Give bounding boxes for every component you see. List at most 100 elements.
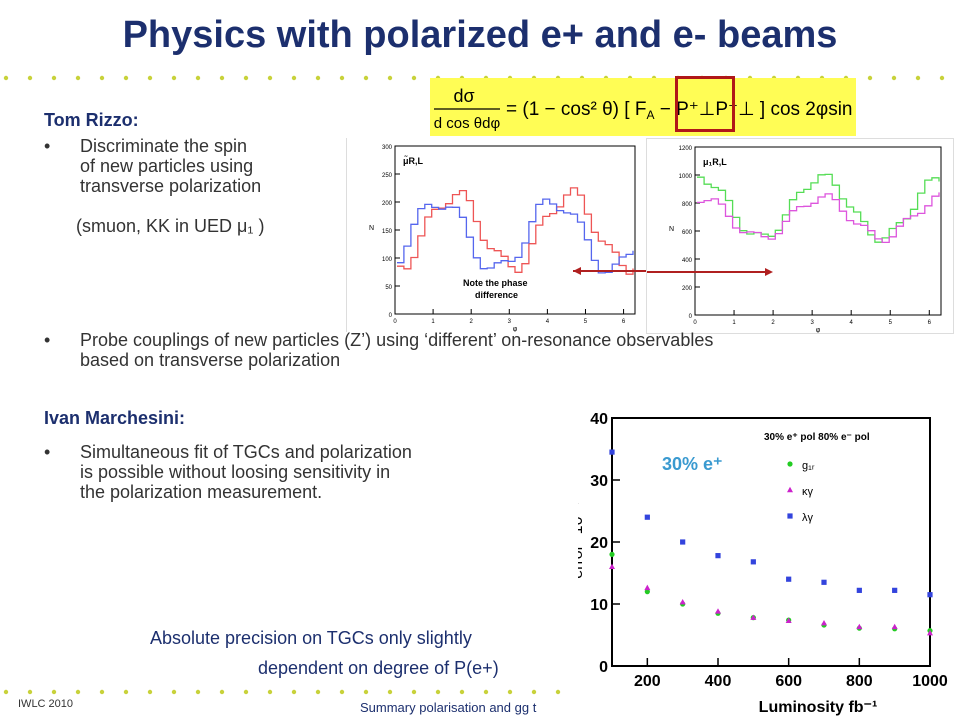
x-axis-label: φ <box>816 327 821 333</box>
histogram-series <box>397 198 634 274</box>
divider-dot <box>267 75 273 81</box>
data-point <box>891 623 898 630</box>
divider-dot <box>243 75 249 81</box>
x-tick-label: 2 <box>771 320 775 326</box>
data-point <box>644 589 650 595</box>
x-tick-label: 800 <box>846 673 873 690</box>
divider-dot <box>387 75 393 81</box>
divider-dot <box>315 75 321 81</box>
tgc-caption-line-2: dependent on degree of P(e+) <box>258 658 499 678</box>
phase-arrowhead <box>573 267 581 275</box>
data-point <box>644 584 651 591</box>
y-tick-label: 150 <box>382 229 393 235</box>
y-tick-label: 200 <box>682 286 693 292</box>
rizzo-heading: Tom Rizzo: <box>44 110 139 130</box>
tgc-caption-line-1: Absolute precision on TGCs only slightly <box>150 628 472 648</box>
y-tick-label: 40 <box>590 411 608 428</box>
divider-dot <box>339 689 345 695</box>
x-axis-label: φ <box>513 326 518 332</box>
data-point <box>679 598 686 605</box>
bullet-marker: • <box>44 136 51 156</box>
tgc-error-chart: 0 10 20 30 40 200 400 600 800 1000 Luminosity fb⁻¹… <box>569 390 950 720</box>
divider-dot <box>339 75 345 81</box>
divider-dot <box>51 689 57 695</box>
divider-dot <box>147 689 153 695</box>
plot-frame <box>394 145 636 315</box>
divider-dot <box>891 75 897 81</box>
y-axis-label: N <box>369 225 374 232</box>
data-point <box>715 608 721 614</box>
legend-title: 30% e⁺ pol 80% e⁻ pol <box>764 432 870 443</box>
divider-dot <box>75 689 81 695</box>
data-point <box>821 579 827 585</box>
plot-label: μ̃R,L <box>403 155 424 166</box>
histogram-series <box>697 173 940 243</box>
y-tick-label: 1200 <box>679 146 693 152</box>
data-point <box>609 551 615 557</box>
y-tick-label: 100 <box>382 257 393 263</box>
data-point <box>750 614 757 620</box>
divider-dot <box>243 689 249 695</box>
legend-entry: λγ <box>802 512 814 524</box>
data-point <box>680 539 686 545</box>
divider-dot <box>195 689 201 695</box>
divider-dot <box>219 75 225 81</box>
data-point <box>927 592 933 598</box>
data-point <box>609 449 615 455</box>
divider-dot <box>555 689 561 695</box>
x-tick-label: 0 <box>393 319 397 325</box>
chart-annotation: 30% e⁺ <box>662 454 723 474</box>
divider-dot <box>459 689 465 695</box>
data-point <box>715 553 721 559</box>
y-tick-label: 250 <box>382 173 393 179</box>
x-tick-label: 4 <box>546 319 550 325</box>
divider-dot <box>75 75 81 81</box>
y-tick-label: 200 <box>382 201 393 207</box>
divider-dot <box>483 689 489 695</box>
slide-title: Physics with polarized e+ and e- beams <box>122 14 838 56</box>
divider-dot <box>363 75 369 81</box>
data-point <box>927 629 933 636</box>
divider-dot <box>171 75 177 81</box>
formula-rhs: = (1 − cos² θ) [ FA − P⁺⊥P⁻⊥ ] cos 2φsin… <box>506 99 856 122</box>
data-point <box>644 514 650 520</box>
data-point <box>856 587 862 593</box>
y-axis-label: error *10⁻⁴ <box>578 501 586 579</box>
phase-annotation: Note the phase <box>463 278 528 288</box>
divider-dot <box>411 689 417 695</box>
divider-dot <box>867 75 873 81</box>
legend-entry: κγ <box>802 486 814 498</box>
divider-dot <box>51 75 57 81</box>
divider-dot <box>195 75 201 81</box>
divider-dot <box>147 75 153 81</box>
legend-marker <box>787 486 793 493</box>
x-tick-label: 3 <box>810 320 814 326</box>
y-tick-label: 30 <box>590 473 608 490</box>
divider-dot <box>3 75 9 81</box>
rizzo-bullet-2: Probe couplings of new particles (Z’) us… <box>80 330 714 370</box>
divider-dot <box>123 75 129 81</box>
cross-section-formula: dσ d cos θdφ = (1 − cos² θ) [ FA − P⁺⊥P⁻… <box>430 76 893 136</box>
histogram-series <box>697 192 940 244</box>
data-point <box>750 559 756 565</box>
y-tick-label: 300 <box>382 145 393 151</box>
x-tick-label: 5 <box>889 320 893 326</box>
divider-dot <box>531 689 537 695</box>
x-tick-label: 6 <box>622 319 626 325</box>
y-tick-label: 1000 <box>679 174 693 180</box>
data-point <box>609 563 615 569</box>
y-axis-label: N <box>669 226 674 233</box>
divider-dot <box>363 689 369 695</box>
divider-dot <box>411 75 417 81</box>
legend-marker <box>787 461 793 467</box>
data-point <box>785 617 792 623</box>
divider-dot <box>267 689 273 695</box>
divider-dot <box>387 689 393 695</box>
x-tick-label: 3 <box>508 319 512 325</box>
y-tick-label: 50 <box>385 285 392 291</box>
x-tick-label: 600 <box>775 673 802 690</box>
data-point <box>892 587 898 593</box>
x-tick-label: 400 <box>705 673 732 690</box>
